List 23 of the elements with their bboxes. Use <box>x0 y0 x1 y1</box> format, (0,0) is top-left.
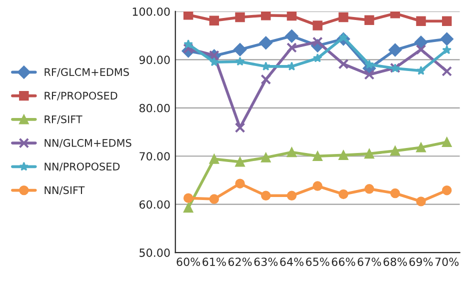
legend-label: NN/PROPOSED <box>44 162 120 172</box>
x-tick-label: 67% <box>358 258 382 266</box>
x-tick-label: 68% <box>384 258 407 266</box>
y-tick-label: 60.00 <box>139 200 170 209</box>
legend-label: NN/SIFT <box>44 186 85 195</box>
x-tick-label: 62% <box>228 258 252 266</box>
y-tick-label: 50.00 <box>140 248 170 257</box>
y-tick-label: 70.00 <box>140 152 170 161</box>
x-tick-label: 64% <box>280 258 304 266</box>
y-tick-label: 100.00 <box>132 7 170 16</box>
legend-label: NN/GLCM+EDMS <box>44 138 132 148</box>
x-tick-label: 69% <box>409 258 433 266</box>
legend-label: RF/GLCM+EDMS <box>44 68 129 77</box>
y-tick-label: 80.00 <box>139 104 170 112</box>
y-tick-label: 90.00 <box>139 56 170 64</box>
x-tick-label: 60% <box>176 258 200 266</box>
legend-label: RF/SIFT <box>44 115 82 124</box>
x-tick-label: 61% <box>202 258 226 266</box>
x-tick-label: 63% <box>254 258 278 266</box>
x-tick-label: 66% <box>332 258 356 266</box>
legend-label: RF/PROPOSED <box>44 92 118 100</box>
x-tick-label: 70% <box>435 258 459 266</box>
x-tick-label: 65% <box>306 258 330 266</box>
